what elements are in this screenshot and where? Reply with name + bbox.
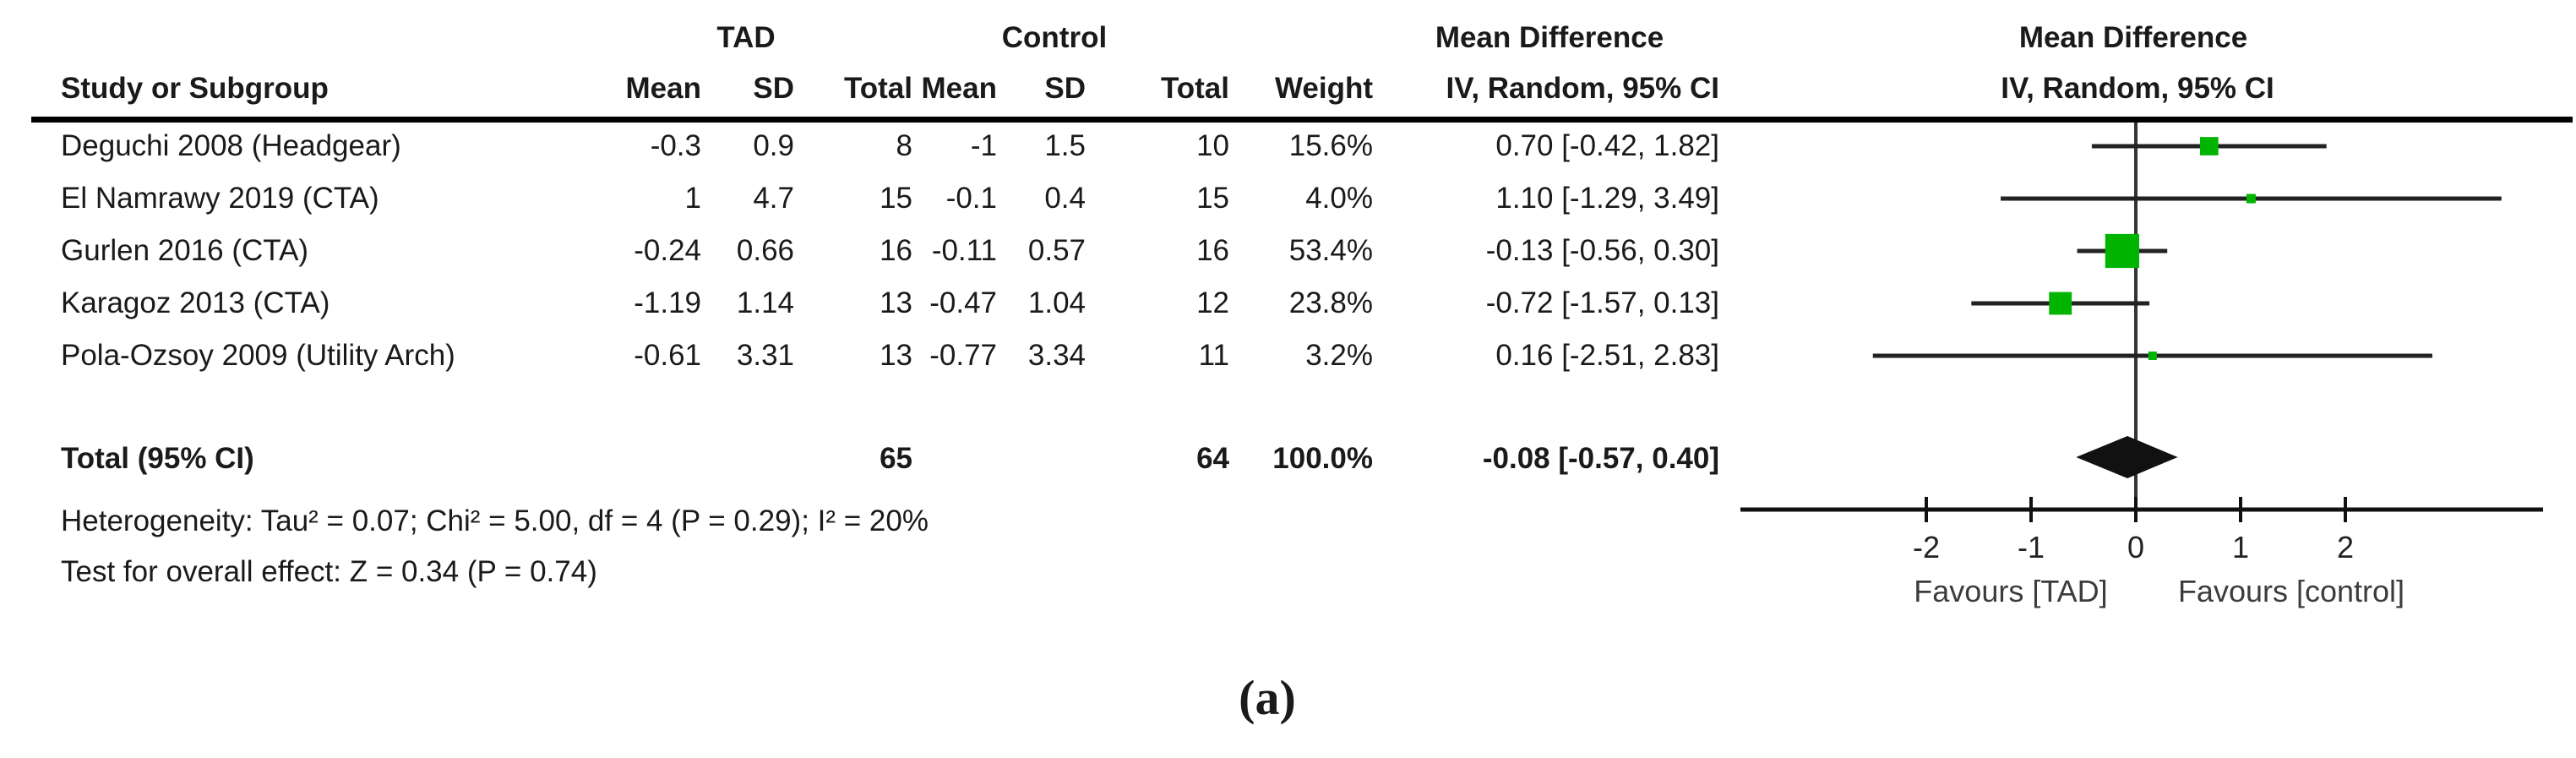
header-rule xyxy=(31,117,2573,123)
col-header-tad-mean: Mean xyxy=(625,72,701,105)
table-row: Pola-Ozsoy 2009 (Utility Arch) -0.61 3.3… xyxy=(0,330,2576,382)
figure-caption: (a) xyxy=(1239,670,1296,725)
control-sd: 1.04 xyxy=(1027,286,1086,319)
effect-marker xyxy=(2105,233,2139,269)
table-row: Gurlen 2016 (CTA) -0.24 0.66 16 -0.11 0.… xyxy=(0,225,2576,277)
tad-sd: 4.7 xyxy=(753,182,794,215)
ci-value: 0.16 [-2.51, 2.83] xyxy=(1495,339,1719,372)
tad-mean: -0.24 xyxy=(634,234,701,267)
ci-value: -0.13 [-0.56, 0.30] xyxy=(1485,234,1719,267)
ci-value: 0.70 [-0.42, 1.82] xyxy=(1495,129,1719,162)
col-header-ci: IV, Random, 95% CI xyxy=(1446,72,1719,105)
group-header-mean-difference-left: Mean Difference xyxy=(1435,21,1664,54)
control-mean: -0.47 xyxy=(929,286,997,319)
col-header-control-mean: Mean xyxy=(921,72,997,105)
favours-right-label: Favours [control] xyxy=(2178,574,2404,608)
col-header-tad-sd: SD xyxy=(753,72,794,105)
total-weight: 100.0% xyxy=(1272,442,1373,475)
study-name: Gurlen 2016 (CTA) xyxy=(61,234,309,267)
control-mean: -1 xyxy=(970,129,997,162)
pooled-diamond xyxy=(2076,436,2178,478)
group-header-control: Control xyxy=(1001,21,1108,54)
tad-mean: -0.61 xyxy=(634,339,701,372)
weight-value: 4.0% xyxy=(1305,182,1373,215)
col-header-control-sd: SD xyxy=(1044,72,1086,105)
control-total: 12 xyxy=(1196,286,1229,319)
tad-total: 13 xyxy=(880,286,912,319)
control-total: 16 xyxy=(1196,234,1229,267)
weight-value: 15.6% xyxy=(1288,129,1373,162)
total-row: Total (95% CI) 65 64 100.0% -0.08 [-0.57… xyxy=(0,433,2576,485)
axis-tick-label: -1 xyxy=(2018,530,2045,564)
control-mean: -0.11 xyxy=(931,234,997,267)
ci-value: 1.10 [-1.29, 3.49] xyxy=(1495,182,1719,215)
group-header-mean-difference-right: Mean Difference xyxy=(2018,21,2248,54)
tad-mean: -1.19 xyxy=(634,286,701,319)
control-total: 15 xyxy=(1196,182,1229,215)
axis-tick-label: 1 xyxy=(2232,530,2249,564)
control-total: 11 xyxy=(1198,339,1229,372)
control-total: 10 xyxy=(1196,129,1229,162)
total-control-n: 64 xyxy=(1196,442,1229,475)
weight-value: 53.4% xyxy=(1288,234,1373,267)
control-mean: -0.77 xyxy=(929,339,997,372)
col-header-control-total: Total xyxy=(1160,72,1229,105)
study-name: El Namrawy 2019 (CTA) xyxy=(61,182,379,215)
tad-sd: 3.31 xyxy=(736,339,794,372)
study-name: Pola-Ozsoy 2009 (Utility Arch) xyxy=(61,339,455,372)
table-row: Karagoz 2013 (CTA) -1.19 1.14 13 -0.47 1… xyxy=(0,277,2576,330)
effect-marker xyxy=(2148,352,2157,360)
tad-sd: 0.9 xyxy=(753,129,794,162)
tad-mean: 1 xyxy=(684,182,701,215)
table-row: El Namrawy 2019 (CTA) 1 4.7 15 -0.1 0.4 … xyxy=(0,172,2576,225)
effect-marker xyxy=(2049,292,2072,315)
col-header-weight: Weight xyxy=(1274,72,1373,105)
study-name: Deguchi 2008 (Headgear) xyxy=(61,129,401,162)
heterogeneity-text: Heterogeneity: Tau² = 0.07; Chi² = 5.00,… xyxy=(61,504,929,537)
tad-mean: -0.3 xyxy=(650,129,701,162)
col-header-ci-right: IV, Random, 95% CI xyxy=(2001,72,2274,105)
control-mean: -0.1 xyxy=(945,182,997,215)
effect-marker xyxy=(2199,137,2219,155)
tad-total: 13 xyxy=(880,339,912,372)
table-row: Deguchi 2008 (Headgear) -0.3 0.9 8 -1 1.… xyxy=(0,120,2576,172)
total-tad-n: 65 xyxy=(880,442,912,475)
total-ci: -0.08 [-0.57, 0.40] xyxy=(1482,442,1719,475)
overall-effect-text: Test for overall effect: Z = 0.34 (P = 0… xyxy=(61,555,597,588)
study-name: Karagoz 2013 (CTA) xyxy=(61,286,330,319)
control-sd: 0.57 xyxy=(1027,234,1086,267)
weight-value: 3.2% xyxy=(1305,339,1373,372)
tad-total: 15 xyxy=(880,182,912,215)
control-sd: 3.34 xyxy=(1027,339,1086,372)
favours-left-label: Favours [TAD] xyxy=(1914,574,2107,608)
axis-tick-label: -2 xyxy=(1913,530,1940,564)
col-header-study: Study or Subgroup xyxy=(61,72,329,105)
group-header-tad: TAD xyxy=(716,21,776,54)
tad-sd: 1.14 xyxy=(736,286,794,319)
control-sd: 1.5 xyxy=(1044,129,1086,162)
control-sd: 0.4 xyxy=(1044,182,1086,215)
effect-marker xyxy=(2246,194,2256,204)
axis-tick-label: 2 xyxy=(2337,530,2354,564)
ci-value: -0.72 [-1.57, 0.13] xyxy=(1485,286,1719,319)
tad-total: 16 xyxy=(880,234,912,267)
tad-total: 8 xyxy=(896,129,912,162)
weight-value: 23.8% xyxy=(1288,286,1373,319)
total-label: Total (95% CI) xyxy=(61,442,254,475)
axis-tick-label: 0 xyxy=(2127,530,2144,564)
col-header-tad-total: Total xyxy=(843,72,912,105)
tad-sd: 0.66 xyxy=(736,234,794,267)
